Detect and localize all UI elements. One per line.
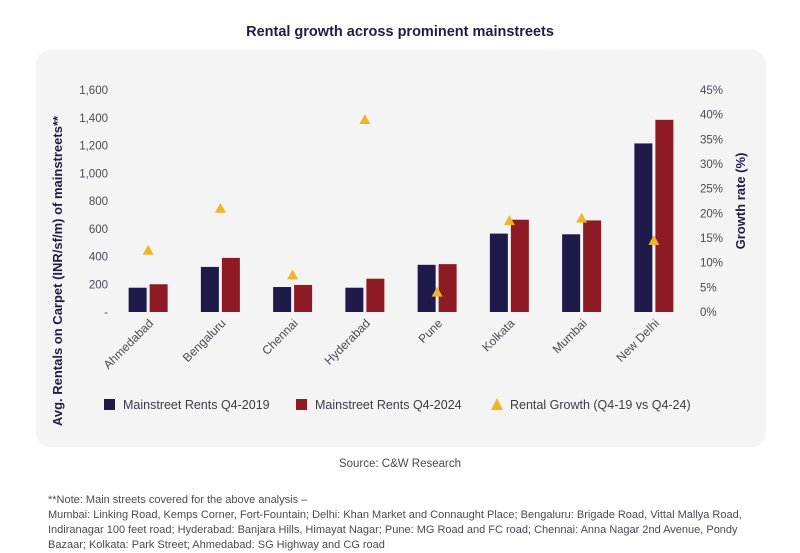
source-text: Source: C&W Research	[338, 458, 462, 470]
footnote: **Note: Main streets covered for the abo…	[48, 493, 768, 553]
bar-q4-2024	[366, 278, 385, 312]
bar-q4-2019	[200, 266, 219, 312]
y-tick-label: 800	[89, 196, 108, 208]
y2-tick-label: 15%	[700, 233, 723, 245]
bar-q4-2019	[273, 287, 292, 312]
bar-q4-2019	[128, 287, 147, 312]
y-tick-label: 1,000	[79, 168, 108, 180]
y-axis-title: Avg. Rentals on Carpet (INR/sf/m) of mai…	[50, 115, 65, 426]
y2-axis-title: Growth rate (%)	[733, 153, 748, 250]
y2-tick-label: 0%	[700, 307, 717, 319]
chart-title: Rental growth across prominent mainstree…	[246, 24, 554, 40]
x-tick-label: Kolkata	[479, 316, 517, 354]
y-tick-label: 600	[89, 224, 108, 236]
y2-tick-label: 25%	[700, 184, 723, 196]
x-tick-label: Hyderabad	[322, 316, 373, 367]
x-tick-label: Pune	[416, 316, 446, 346]
bar-q4-2024	[149, 284, 168, 312]
legend-swatch	[491, 398, 503, 410]
bar-q4-2024	[438, 264, 457, 312]
footnote-text: Mumbai: Linking Road, Kemps Corner, Fort…	[48, 509, 742, 551]
bar-q4-2024	[221, 257, 240, 312]
y-tick-label: 200	[89, 279, 108, 291]
x-tick-label: Ahmedabad	[101, 316, 157, 372]
bar-q4-2019	[489, 233, 508, 312]
growth-marker	[431, 286, 443, 297]
bar-q4-2019	[417, 264, 436, 312]
growth-marker	[503, 215, 515, 226]
legend-swatch	[104, 399, 115, 410]
growth-marker	[214, 202, 226, 213]
y-tick-label: 1,600	[79, 85, 108, 97]
x-tick-label: Chennai	[259, 316, 301, 358]
growth-marker	[648, 234, 660, 245]
y2-tick-label: 20%	[700, 208, 723, 220]
x-tick-label: Mumbai	[550, 316, 590, 356]
bar-q4-2024	[510, 219, 529, 312]
legend-swatch	[296, 399, 307, 410]
y-tick-label: -	[104, 307, 108, 319]
bar-q4-2024	[655, 119, 674, 312]
x-tick-label: New Delhi	[613, 316, 662, 365]
growth-marker	[142, 244, 154, 255]
y2-tick-label: 5%	[700, 282, 717, 294]
y2-tick-label: 45%	[700, 85, 723, 97]
y-tick-label: 400	[89, 252, 108, 264]
y2-tick-label: 35%	[700, 134, 723, 146]
growth-marker	[576, 212, 588, 223]
x-tick-label: Bengaluru	[180, 316, 229, 365]
footnote-heading: **Note: Main streets covered for the abo…	[48, 494, 308, 506]
growth-marker	[287, 269, 299, 280]
y2-tick-label: 10%	[700, 258, 723, 270]
y-tick-label: 1,400	[79, 113, 108, 125]
y2-tick-label: 30%	[700, 159, 723, 171]
legend-label: Mainstreet Rents Q4-2019	[123, 398, 270, 412]
y-tick-label: 1,200	[79, 141, 108, 153]
bar-q4-2019	[345, 287, 364, 312]
bar-q4-2019	[634, 143, 653, 312]
legend-label: Rental Growth (Q4-19 vs Q4-24)	[510, 398, 691, 412]
y2-tick-label: 40%	[700, 110, 723, 122]
bar-q4-2024	[583, 220, 602, 312]
legend-label: Mainstreet Rents Q4-2024	[315, 398, 462, 412]
bar-q4-2019	[562, 234, 581, 312]
growth-marker	[359, 114, 371, 124]
bar-q4-2024	[294, 284, 313, 312]
